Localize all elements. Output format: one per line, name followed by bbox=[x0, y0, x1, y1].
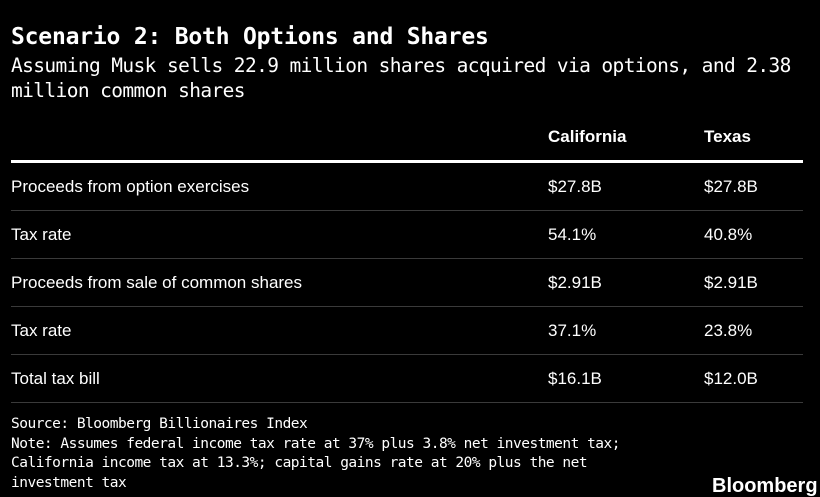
row-label: Tax rate bbox=[11, 321, 72, 340]
bloomberg-logo: Bloomberg bbox=[712, 475, 818, 497]
row-label: Proceeds from sale of common shares bbox=[11, 273, 303, 292]
chart-subtitle: Assuming Musk sells 22.9 million shares … bbox=[11, 54, 791, 102]
chart-footer: Source: Bloomberg Billionaires Index Not… bbox=[11, 415, 671, 493]
source-note: Source: Bloomberg Billionaires Index bbox=[11, 416, 308, 432]
data-table: California Texas Proceeds from option ex… bbox=[11, 115, 803, 403]
column-header-texas: Texas bbox=[704, 127, 751, 146]
cell-texas: 40.8% bbox=[704, 225, 753, 244]
row-label: Proceeds from option exercises bbox=[11, 177, 250, 196]
cell-california: 37.1% bbox=[548, 321, 597, 340]
table-row: Proceeds from sale of common shares $2.9… bbox=[11, 259, 803, 307]
table-row: Tax rate 37.1% 23.8% bbox=[11, 307, 803, 355]
row-label: Tax rate bbox=[11, 225, 72, 244]
cell-california: $16.1B bbox=[548, 369, 602, 388]
methodology-note: Note: Assumes federal income tax rate at… bbox=[11, 435, 621, 491]
cell-california: $2.91B bbox=[548, 273, 602, 292]
table-row: Tax rate 54.1% 40.8% bbox=[11, 211, 803, 259]
cell-texas: 23.8% bbox=[704, 321, 753, 340]
cell-texas: $2.91B bbox=[704, 273, 758, 292]
chart-title: Scenario 2: Both Options and Shares bbox=[11, 24, 489, 50]
cell-california: 54.1% bbox=[548, 225, 597, 244]
cell-texas: $12.0B bbox=[704, 369, 758, 388]
table-header: California Texas bbox=[11, 115, 803, 163]
cell-california: $27.8B bbox=[548, 177, 602, 196]
cell-texas: $27.8B bbox=[704, 177, 758, 196]
table-row: Total tax bill $16.1B $12.0B bbox=[11, 355, 803, 403]
table-row: Proceeds from option exercises $27.8B $2… bbox=[11, 163, 803, 211]
column-header-california: California bbox=[548, 127, 627, 146]
row-label: Total tax bill bbox=[11, 369, 100, 388]
